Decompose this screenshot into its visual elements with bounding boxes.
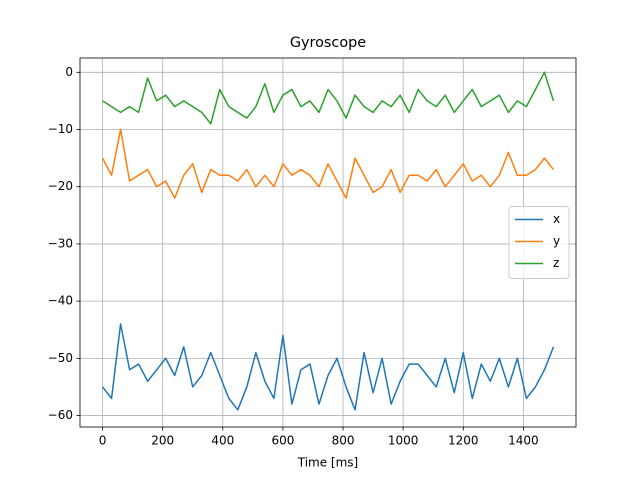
y-tick-label: −50 <box>48 351 73 365</box>
legend-label: z <box>553 256 559 270</box>
y-tick-label: −40 <box>48 294 73 308</box>
data-line <box>101 323 555 411</box>
legend-label: y <box>553 234 560 248</box>
x-tick-label: 1000 <box>388 434 419 448</box>
x-tick-label: 1200 <box>448 434 479 448</box>
legend-label: x <box>553 212 560 226</box>
data-line <box>102 71 555 125</box>
y-tick-label: 0 <box>65 65 73 79</box>
x-tick-label: 1400 <box>508 434 539 448</box>
x-tick-label: 600 <box>271 434 294 448</box>
axes-frame <box>79 57 577 428</box>
chart-title: Gyroscope <box>290 35 366 51</box>
y-tick-label: −60 <box>48 408 73 422</box>
y-tick-label: −10 <box>48 122 73 136</box>
x-tick-label: 0 <box>99 434 107 448</box>
data-line <box>101 128 555 199</box>
x-axis-label: Time [ms] <box>297 456 359 470</box>
y-tick-label: −20 <box>48 179 73 193</box>
y-tick-label: −30 <box>48 236 73 250</box>
legend-box <box>508 206 570 279</box>
x-tick-label: 400 <box>211 434 234 448</box>
x-tick-label: 200 <box>151 434 174 448</box>
x-tick-label: 800 <box>332 434 355 448</box>
